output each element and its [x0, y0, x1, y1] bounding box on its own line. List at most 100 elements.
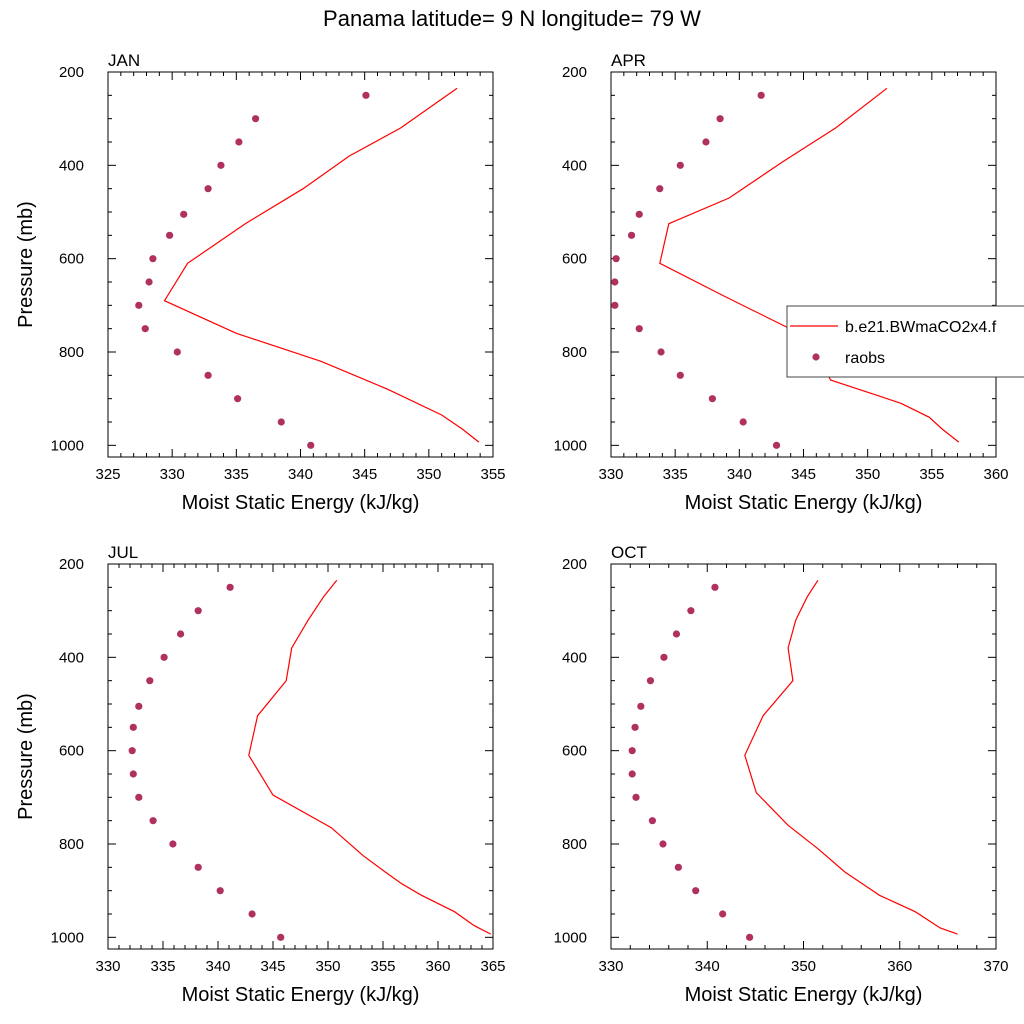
raobs-point	[307, 441, 315, 449]
x-tick-label: 350	[416, 466, 441, 483]
raobs-point	[177, 630, 185, 638]
raobs-point	[611, 301, 619, 309]
raobs-point	[711, 583, 719, 591]
raobs-point	[716, 115, 724, 123]
y-tick-label: 200	[59, 64, 84, 81]
x-tick-label: 355	[480, 466, 505, 483]
x-tick-label: 350	[791, 958, 816, 975]
plot-frame	[107, 563, 494, 950]
x-tick-label: 335	[150, 958, 175, 975]
raobs-point	[362, 91, 370, 99]
raobs-point	[149, 255, 157, 263]
raobs-point	[676, 371, 684, 379]
series-line-model	[659, 87, 960, 443]
raobs-point	[166, 231, 174, 239]
y-tick-label: 200	[562, 64, 587, 81]
raobs-point	[234, 395, 242, 403]
raobs-point	[194, 863, 202, 871]
raobs-point	[194, 607, 202, 615]
y-tick-label: 800	[562, 344, 587, 361]
raobs-point	[628, 770, 636, 778]
raobs-point	[631, 723, 639, 731]
x-tick-label: 335	[224, 466, 249, 483]
x-tick-label: 345	[260, 958, 285, 975]
x-tick-label: 330	[598, 958, 623, 975]
x-tick-label: 360	[425, 958, 450, 975]
raobs-point	[612, 255, 620, 263]
raobs-point	[173, 348, 181, 356]
y-tick-label: 1000	[51, 929, 84, 946]
x-tick-label: 355	[370, 958, 395, 975]
x-tick-label: 370	[983, 958, 1008, 975]
y-tick-label: 400	[562, 157, 587, 174]
raobs-point	[628, 747, 636, 755]
legend-box	[786, 305, 1024, 378]
x-tick-label: 325	[95, 466, 120, 483]
panel-title: APR	[611, 51, 646, 70]
raobs-point	[660, 653, 668, 661]
x-tick-label: 350	[315, 958, 340, 975]
raobs-point	[149, 817, 157, 825]
series-line-model	[163, 87, 480, 443]
panel-apr: 330 335 340 345 350 355 360 200 400 600 800 1000 APR…	[554, 51, 1009, 514]
y-tick-label: 400	[59, 649, 84, 666]
raobs-point	[632, 793, 640, 801]
raobs-point	[627, 231, 636, 239]
legend: b.e21.BWmaCO2x4.f raobs	[786, 305, 1024, 378]
raobs-point	[160, 653, 168, 661]
raobs-point	[708, 395, 716, 403]
raobs-point	[169, 840, 177, 848]
legend-marker-swatch	[812, 353, 820, 361]
raobs-point	[739, 418, 747, 426]
y-tick-label: 800	[59, 836, 84, 853]
raobs-point	[676, 161, 684, 169]
x-tick-label: 365	[480, 958, 505, 975]
x-tick-label: 340	[695, 958, 720, 975]
raobs-point	[646, 677, 655, 685]
x-axis-label: Moist Static Energy (kJ/kg)	[685, 492, 923, 514]
x-tick-label: 355	[919, 466, 944, 483]
raobs-point	[635, 210, 643, 218]
raobs-point	[135, 793, 143, 801]
x-tick-label: 360	[983, 466, 1008, 483]
raobs-point	[719, 910, 727, 918]
raobs-point	[141, 325, 149, 333]
raobs-point	[251, 115, 260, 123]
series-line-model	[248, 579, 492, 935]
raobs-point	[746, 933, 754, 941]
x-tick-label: 330	[598, 466, 623, 483]
panel-jul: 330 335 340 345 350 355 360 365 200 400 600 800 1000…	[15, 543, 506, 1006]
y-tick-label: 600	[59, 251, 84, 268]
y-tick-label: 1000	[51, 437, 84, 454]
y-tick-label: 600	[562, 743, 587, 760]
raobs-point	[277, 418, 285, 426]
y-axis-label: Pressure (mb)	[15, 201, 37, 328]
panel-oct: 330 340 350 360 370 200 400 600 800 1000 OCT Moist …	[554, 543, 1009, 1006]
panel-jan: 325 330 335 340 345 350 355 200 400 600 800 1000 JAN…	[15, 51, 506, 514]
x-tick-label: 340	[288, 466, 313, 483]
raobs-point	[648, 817, 656, 825]
raobs-point	[129, 723, 137, 731]
legend-label-model: b.e21.BWmaCO2x4.f	[845, 319, 997, 336]
x-tick-label: 360	[887, 958, 912, 975]
raobs-point	[129, 770, 137, 778]
panel-title: OCT	[611, 543, 647, 562]
figure-title: Panama latitude= 9 N longitude= 79 W	[323, 6, 701, 31]
raobs-point	[702, 138, 710, 146]
raobs-point	[145, 278, 153, 286]
raobs-point	[226, 583, 234, 591]
plot-frame	[107, 71, 494, 458]
x-axis-label: Moist Static Energy (kJ/kg)	[182, 984, 420, 1006]
y-axis-label: Pressure (mb)	[15, 693, 37, 820]
y-tick-label: 400	[562, 649, 587, 666]
raobs-point	[659, 840, 667, 848]
plot-frame	[610, 563, 997, 950]
raobs-point	[672, 630, 681, 638]
raobs-point	[611, 278, 619, 286]
y-tick-label: 1000	[554, 929, 587, 946]
y-tick-label: 200	[59, 556, 84, 573]
raobs-point	[180, 210, 188, 218]
legend-label-raobs: raobs	[845, 350, 885, 367]
x-tick-label: 350	[855, 466, 880, 483]
